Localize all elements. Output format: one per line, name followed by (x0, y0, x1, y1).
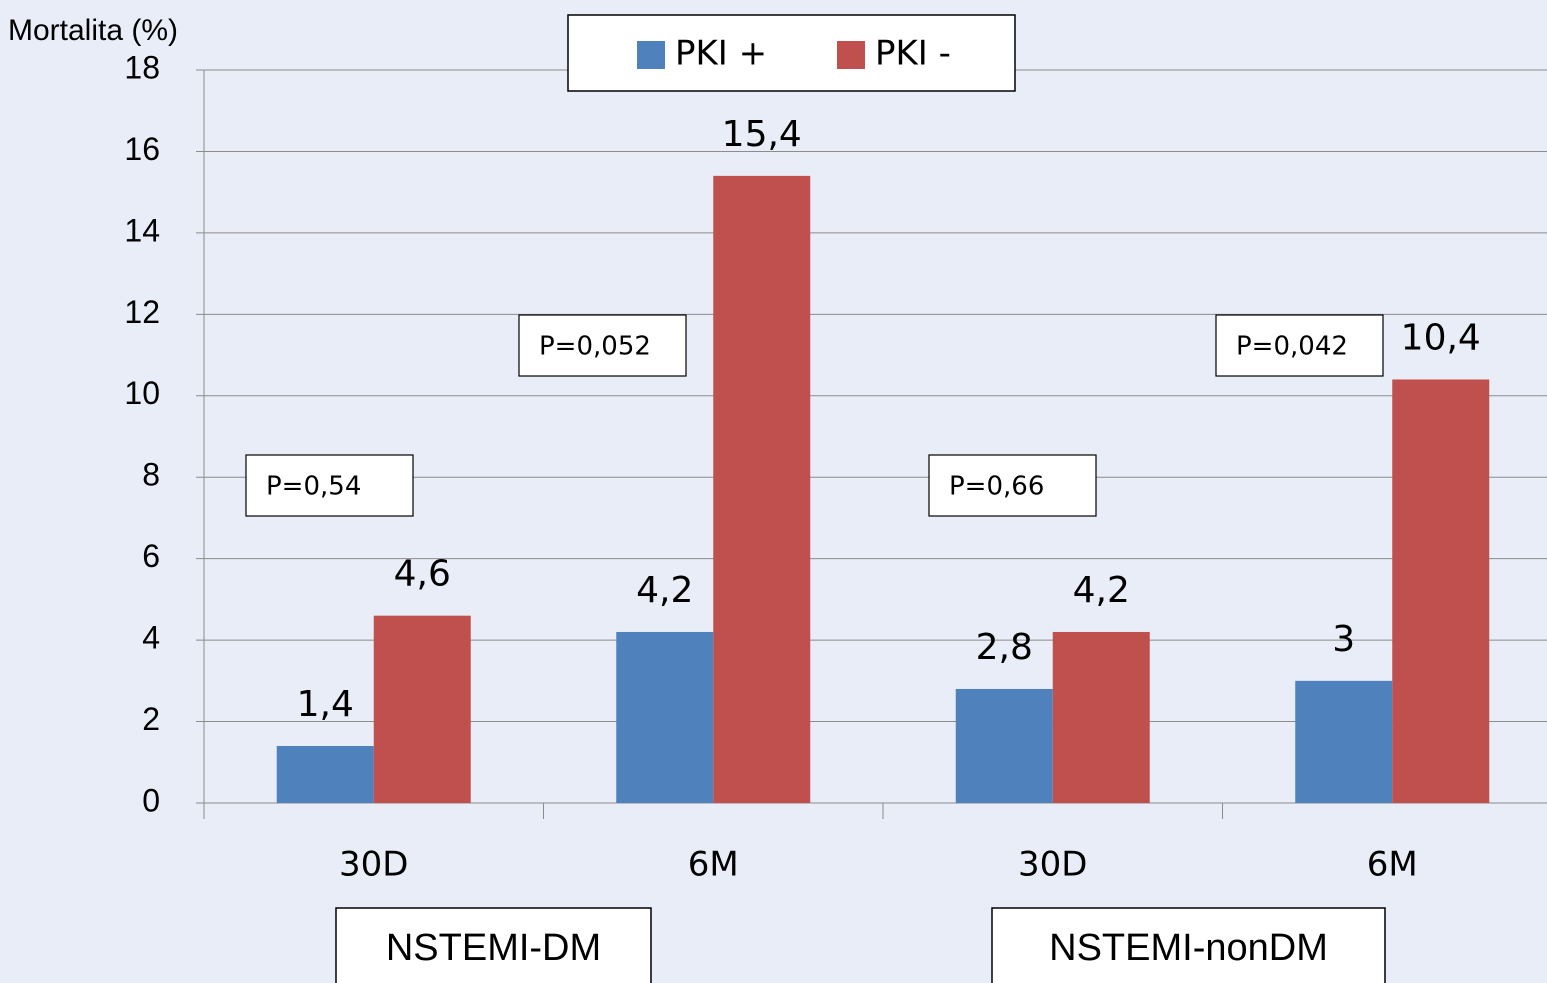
y-tick-label: 18 (124, 49, 160, 85)
data-label: 4,2 (636, 570, 693, 611)
data-label: 15,4 (722, 114, 802, 155)
bar (373, 615, 471, 803)
legend-label: PKI - (875, 34, 951, 74)
x-tick-label: 6M (688, 845, 739, 885)
bar (276, 745, 374, 803)
annotation: P=0,54 (266, 472, 361, 502)
y-tick-label: 6 (142, 538, 160, 574)
x-tick-label: 30D (1018, 845, 1087, 885)
y-tick-label: 8 (142, 457, 160, 493)
y-tick-label: 12 (124, 294, 160, 330)
y-tick-label: 10 (124, 375, 160, 411)
annotation-box (245, 454, 414, 517)
annotation-box (518, 314, 687, 377)
data-label: 4,2 (1073, 570, 1130, 611)
bar (713, 175, 811, 803)
group-box (335, 907, 652, 983)
y-axis-label: Mortalita (%) (8, 14, 178, 47)
annotation-box (928, 454, 1097, 517)
data-label: 1,4 (297, 684, 354, 725)
bar (1295, 680, 1393, 803)
legend-label: PKI + (675, 34, 767, 74)
bar (1392, 379, 1490, 803)
group-label: NSTEMI-DM (386, 927, 601, 969)
y-tick-label: 4 (142, 620, 160, 656)
y-tick-label: 16 (124, 131, 160, 167)
annotation-box (1215, 314, 1384, 377)
annotation: P=0,042 (1236, 332, 1348, 362)
y-tick-label: 14 (124, 212, 160, 248)
bar (955, 688, 1053, 803)
data-label: 2,8 (976, 627, 1033, 668)
bar (1052, 631, 1150, 803)
data-label: 3 (1332, 619, 1355, 660)
y-tick-label: 0 (142, 782, 160, 818)
annotation: P=0,66 (949, 472, 1044, 502)
group-label: NSTEMI-nonDM (1049, 927, 1328, 969)
x-tick-label: 6M (1367, 845, 1418, 885)
data-label: 10,4 (1401, 317, 1481, 358)
group-box (991, 907, 1386, 983)
x-tick-label: 30D (339, 845, 408, 885)
legend-box (567, 14, 1016, 92)
data-label: 4,6 (394, 554, 451, 595)
annotation: P=0,052 (539, 332, 651, 362)
legend-swatch (637, 41, 665, 69)
y-tick-label: 2 (142, 701, 160, 737)
bar (616, 631, 714, 803)
legend-swatch (837, 41, 865, 69)
